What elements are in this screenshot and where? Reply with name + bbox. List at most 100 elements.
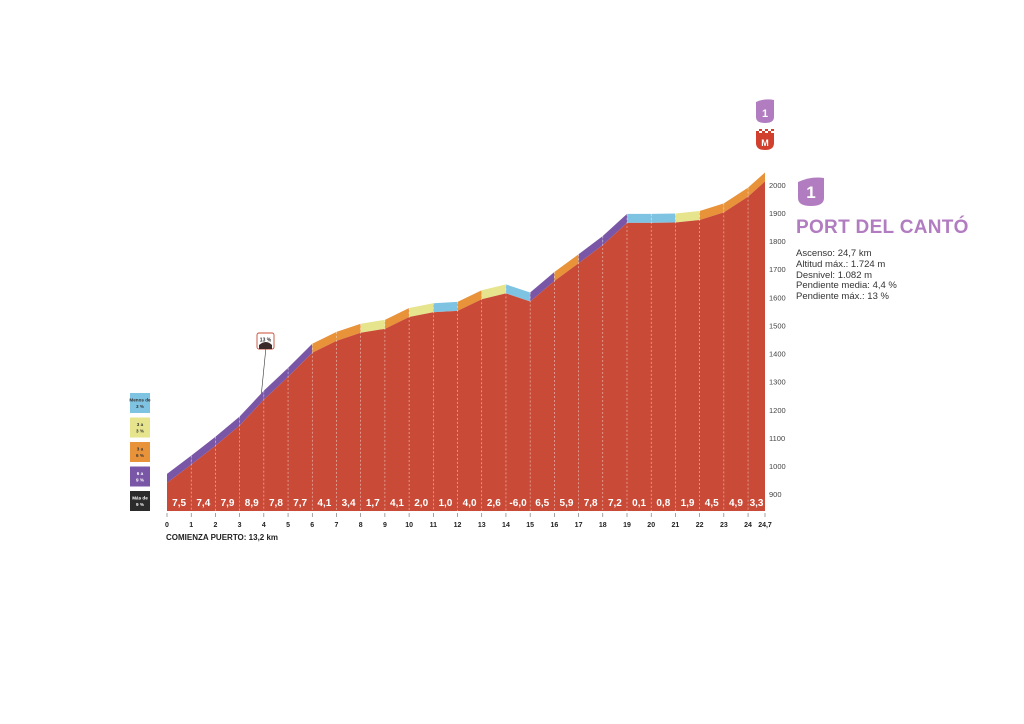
y-tick-label-4: 1300 <box>769 378 786 387</box>
x-tick-label-13: 13 <box>478 522 486 529</box>
y-tick-label-6: 1500 <box>769 321 786 330</box>
gradient-label-4: 7,8 <box>269 498 283 509</box>
legend-label-0-0: Menos de <box>129 398 151 403</box>
gradient-label-20: 0,8 <box>656 498 670 509</box>
y-tick-label-9: 1800 <box>769 237 786 246</box>
gradient-legend: Menos de3 %3 a3 %3 a6 %6 a9 %Más de9 % <box>129 393 151 511</box>
summit-checker-3 <box>765 131 768 133</box>
gradient-band-11 <box>433 301 458 313</box>
gradient-band-6 <box>312 331 337 353</box>
x-tick-label-8: 8 <box>359 522 363 529</box>
marker-label: 13 % <box>260 338 272 344</box>
legend-swatch-0 <box>130 393 150 413</box>
gradient-band-20 <box>651 213 676 223</box>
y-tick-label-11: 2000 <box>769 181 786 190</box>
legend-label-0-1: 3 % <box>136 404 144 409</box>
legend-label-3-0: 6 a <box>137 471 144 476</box>
legend-label-4-1: 9 % <box>136 502 144 507</box>
legend-label-2-1: 6 % <box>136 453 144 458</box>
gradient-band-0 <box>167 455 192 483</box>
x-tick-label-7: 7 <box>335 522 339 529</box>
x-tick-label-25: 24,7 <box>758 522 772 529</box>
gradient-band-16 <box>554 254 579 282</box>
gradient-band-9 <box>384 308 410 329</box>
gradient-label-16: 5,9 <box>560 498 574 509</box>
gradient-band-1 <box>191 436 216 465</box>
x-tick-label-6: 6 <box>310 522 314 529</box>
legend-swatch-3 <box>130 466 150 487</box>
gradient-band-3 <box>239 390 264 426</box>
gradient-band-5 <box>288 343 313 377</box>
x-tick-label-23: 23 <box>720 522 728 529</box>
max-gradient-marker: 13 % <box>256 332 275 394</box>
x-tick-label-10: 10 <box>405 522 413 529</box>
x-tick-label-1: 1 <box>189 522 193 529</box>
gradient-band-4 <box>263 367 289 400</box>
x-tick-label-12: 12 <box>454 522 462 529</box>
summit-category-number: 1 <box>762 108 768 120</box>
climb-info-panel: 1 PORT DEL CANTÓ Ascenso: 24,7 km Altitu… <box>796 176 1016 303</box>
category-number: 1 <box>806 183 815 202</box>
legend-swatch-4 <box>130 491 150 511</box>
stat-average-gradient: Pendiente media: 4,4 % <box>796 280 897 292</box>
gradient-band-23 <box>723 187 749 213</box>
y-tick-label-8: 1700 <box>769 265 786 274</box>
y-tick-label-3: 1200 <box>769 406 786 415</box>
gradient-label-8: 1,7 <box>366 498 380 509</box>
gradient-labels: 7,5 7,4 7,9 8,9 7,8 7,7 4,1 3,4 1,7 4,1 2,0 1,0 4,0 2… <box>172 498 764 509</box>
gradient-label-18: 7,2 <box>608 498 622 509</box>
x-tick-label-9: 9 <box>383 522 387 529</box>
x-tick-label-20: 20 <box>647 522 655 529</box>
climb-name: PORT DEL CANTÓ <box>796 217 969 238</box>
marker-leader <box>261 346 267 394</box>
x-tick-label-16: 16 <box>550 522 558 529</box>
gradient-label-6: 4,1 <box>317 498 331 509</box>
gradient-band-19 <box>627 213 652 223</box>
x-tick-label-4: 4 <box>262 522 266 529</box>
x-tick-label-18: 18 <box>599 522 607 529</box>
gradient-band-17 <box>578 236 603 264</box>
gradient-label-10: 2,0 <box>414 498 428 509</box>
x-tick-label-0: 0 <box>165 522 169 529</box>
gradient-label-14: -6,0 <box>509 498 527 509</box>
x-tick-label-17: 17 <box>575 522 583 529</box>
gradient-label-15: 6,5 <box>535 498 549 509</box>
gradient-bands <box>167 172 765 483</box>
gradient-band-24 <box>748 172 765 197</box>
category-badge-icon: 1 <box>798 177 824 206</box>
stat-elevation-gain: Desnivel: 1.082 m <box>796 269 873 281</box>
summit-checker-2 <box>762 129 765 131</box>
gradient-label-3: 8,9 <box>245 498 259 509</box>
gradient-label-22: 4,5 <box>705 498 719 509</box>
gradient-label-19: 0,1 <box>632 498 646 509</box>
summit-category-icon <box>756 99 774 123</box>
y-tick-label-1: 1000 <box>769 462 786 471</box>
x-axis-ticks: 0 1 2 3 4 5 6 7 8 9 10 11 12 13 14 15 16 17 18 19 20 21 22 23 24… <box>165 513 772 529</box>
summit-badges: 1M <box>756 99 774 150</box>
gradient-label-23: 4,9 <box>729 498 743 509</box>
gradient-label-12: 4,0 <box>463 498 477 509</box>
gradient-label-0: 7,5 <box>172 498 186 509</box>
legend-swatch-1 <box>130 417 150 438</box>
stat-ascent: Ascenso: 24,7 km <box>796 248 872 259</box>
gradient-label-1: 7,4 <box>196 498 210 509</box>
gradient-label-9: 4,1 <box>390 498 404 509</box>
gradient-band-22 <box>699 203 724 221</box>
summit-finish-icon <box>756 129 774 150</box>
gradient-band-7 <box>336 323 361 341</box>
y-axis-ticks: 900 1000 1100 1200 1300 1400 1500 1600 1700 1800 1… <box>769 181 786 499</box>
legend-label-1-0: 3 a <box>137 422 144 427</box>
y-tick-label-2: 1100 <box>769 434 785 443</box>
legend-swatch-2 <box>130 442 150 462</box>
gradient-label-24: 3,3 <box>750 498 764 509</box>
x-tick-label-14: 14 <box>502 522 510 529</box>
y-tick-label-10: 1900 <box>769 209 786 218</box>
x-tick-label-22: 22 <box>696 522 704 529</box>
x-tick-label-19: 19 <box>623 522 631 529</box>
profile-fill <box>167 181 765 511</box>
gradient-band-2 <box>215 416 240 446</box>
x-tick-label-15: 15 <box>526 522 534 529</box>
stat-max-gradient: Pendiente máx.: 13 % <box>796 291 889 303</box>
y-tick-label-0: 900 <box>769 490 782 499</box>
